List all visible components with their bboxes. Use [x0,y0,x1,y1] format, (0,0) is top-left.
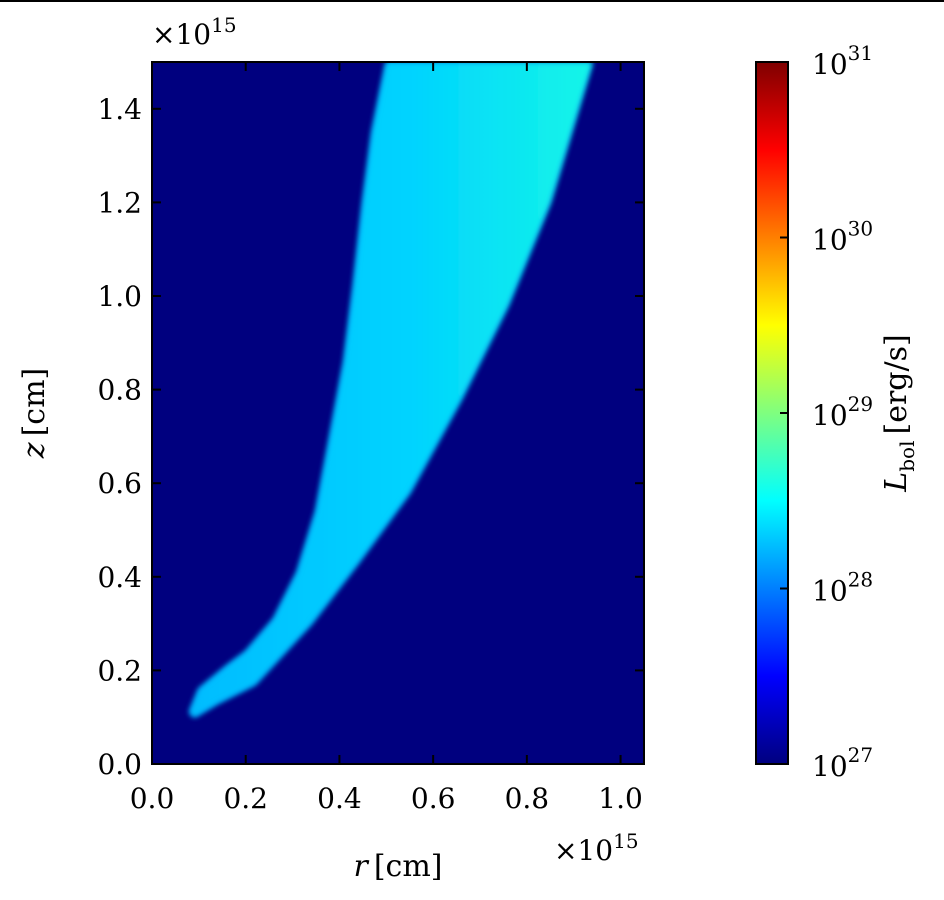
top-rule [0,0,944,2]
plot-frame [151,61,645,765]
x-tick-label: 1.0 [598,782,643,815]
x-tick-label: 0.8 [505,782,550,815]
x-tick-label: 0.6 [411,782,456,815]
colorbar: 1027 1028 1029 1030 1031 Lbol[erg/s] [755,41,919,783]
y-tick-label: 0.4 [97,561,142,594]
colorbar-tick-label: 1027 [812,743,873,783]
y-axis: 0.0 0.2 0.4 0.6 0.8 1.0 1.2 1.4 [97,93,644,781]
heatmap-plot [151,61,645,765]
y-axis-multiplier: ×1015 [152,13,237,51]
colorbar-tick-label: 1030 [812,217,873,257]
x-axis-multiplier: ×1015 [554,829,639,867]
colorbar-tick-label: 1028 [812,568,873,608]
x-axis-title: r [cm] [353,849,442,884]
y-tick-label: 0.0 [97,748,142,781]
y-tick-label: 1.2 [97,186,142,219]
y-tick-label: 1.0 [97,280,142,313]
colorbar-tick-label: 1029 [812,392,873,432]
y-tick-label: 0.2 [97,654,142,687]
emitting-region-core [189,62,593,718]
x-tick-label: 0.4 [317,782,362,815]
colorbar-tick-label: 1031 [812,41,873,81]
x-tick-label: 0.2 [223,782,268,815]
colorbar-label: Lbol[erg/s] [879,334,919,492]
y-axis-title: z[cm] [17,368,52,459]
y-tick-label: 0.6 [97,467,142,500]
y-tick-label: 0.8 [97,374,142,407]
y-tick-label: 1.4 [97,93,142,126]
x-axis: 0.0 0.2 0.4 0.6 0.8 1.0 [130,62,643,815]
colorbar-ticks: 1027 1028 1029 1030 1031 [780,41,873,783]
x-tick-label: 0.0 [130,782,175,815]
